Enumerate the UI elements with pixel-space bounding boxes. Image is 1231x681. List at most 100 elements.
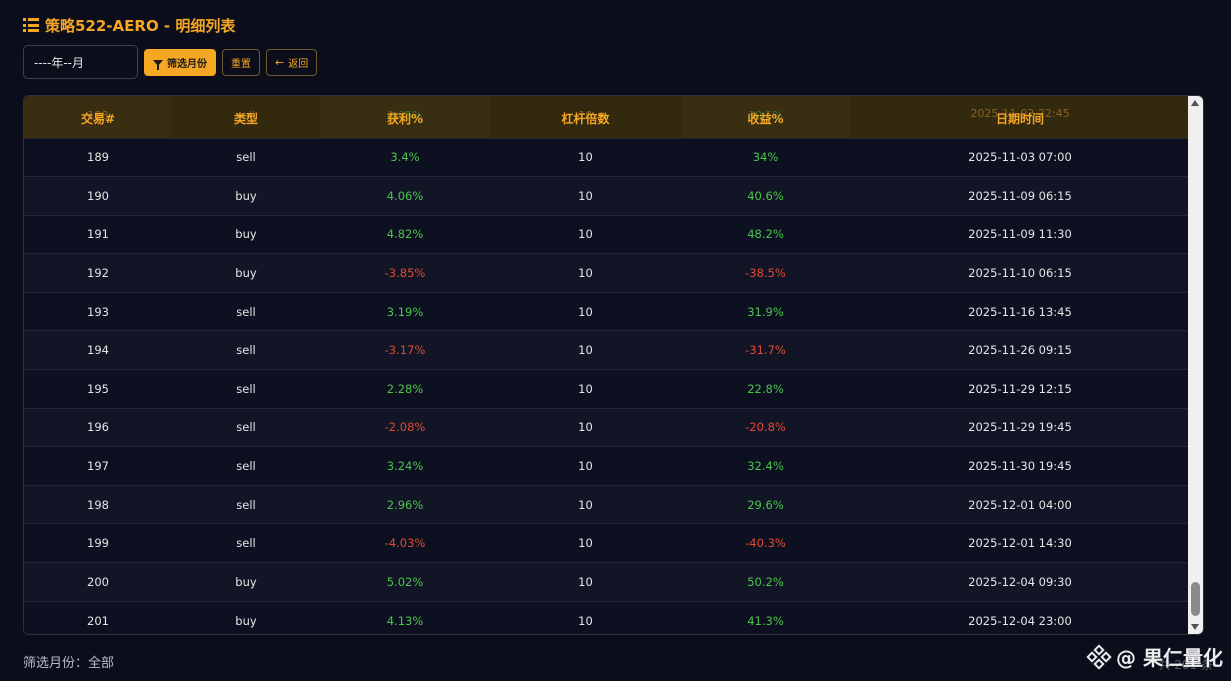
cell-type: sell <box>172 291 320 331</box>
cell-return: 48.2% <box>681 214 850 254</box>
reset-button[interactable]: 重置 <box>222 48 260 76</box>
cell-return: 29.6% <box>681 484 850 524</box>
funnel-icon <box>153 59 163 70</box>
ghost-cell-return: 30.5% <box>748 109 783 122</box>
cell-return: 22.8% <box>681 369 850 409</box>
table-row: 197 sell 3.24% 10 32.4% 2025-11-30 19:45 <box>24 446 1190 486</box>
table-row: 196 sell -2.08% 10 -20.8% 2025-11-29 19:45 <box>24 407 1190 447</box>
ghost-cell-type: sell <box>236 109 256 122</box>
page-title: 策略522-AERO - 明细列表 <box>23 14 235 36</box>
column-header-return: 30.5% 收益% <box>681 96 850 138</box>
cell-profit: 3.24% <box>320 446 490 486</box>
cell-leverage: 10 <box>490 562 681 602</box>
filter-month-button[interactable]: 筛选月份 <box>144 48 216 76</box>
cell-profit: 2.96% <box>320 484 490 524</box>
cell-profit: 4.82% <box>320 214 490 254</box>
cell-profit: 5.02% <box>320 562 490 602</box>
cell-profit: 2.28% <box>320 369 490 409</box>
cell-trade-id: 194 <box>24 330 172 370</box>
table-header-row: 188 交易# sell 类型 3.05% 获利% 10 杠杆倍数 <box>24 96 1190 138</box>
back-label: 返回 <box>288 58 309 70</box>
cell-datetime: 2025-11-10 06:15 <box>850 253 1190 293</box>
cell-trade-id: 195 <box>24 369 172 409</box>
cell-type: buy <box>172 562 320 602</box>
cell-profit: 4.13% <box>320 600 490 634</box>
cell-type: sell <box>172 446 320 486</box>
cell-return: 40.6% <box>681 176 850 216</box>
cell-type: sell <box>172 330 320 370</box>
footer-record-count: 共 201 条 <box>1158 658 1213 672</box>
scrollbar-thumb[interactable] <box>1191 582 1200 616</box>
cell-leverage: 10 <box>490 446 681 486</box>
toolbar: ----年--月 筛选月份 重置 ← 返回 <box>23 45 318 79</box>
trade-table: 188 交易# sell 类型 3.05% 获利% 10 杠杆倍数 <box>24 96 1190 634</box>
month-input[interactable]: ----年--月 <box>23 45 138 79</box>
column-header-datetime: 2025-11-02 22:45 日期时间 <box>850 96 1190 138</box>
cell-return: 50.2% <box>681 562 850 602</box>
cell-return: -20.8% <box>681 407 850 447</box>
cell-profit: 4.06% <box>320 176 490 216</box>
cell-return: -38.5% <box>681 253 850 293</box>
cell-type: sell <box>172 484 320 524</box>
cell-trade-id: 192 <box>24 253 172 293</box>
cell-datetime: 2025-11-09 11:30 <box>850 214 1190 254</box>
cell-leverage: 10 <box>490 330 681 370</box>
ghost-cell-datetime: 2025-11-02 22:45 <box>970 107 1070 120</box>
table-row: 195 sell 2.28% 10 22.8% 2025-11-29 12:15 <box>24 369 1190 409</box>
cell-leverage: 10 <box>490 253 681 293</box>
cell-type: buy <box>172 253 320 293</box>
cell-leverage: 10 <box>490 484 681 524</box>
cell-profit: 3.4% <box>320 137 490 177</box>
cell-type: buy <box>172 214 320 254</box>
cell-datetime: 2025-12-04 23:00 <box>850 600 1190 634</box>
cell-profit: -3.85% <box>320 253 490 293</box>
scroll-up-arrow-icon[interactable] <box>1191 100 1199 106</box>
cell-return: 34% <box>681 137 850 177</box>
back-button[interactable]: ← 返回 <box>266 48 318 76</box>
month-input-value: ----年--月 <box>34 55 84 70</box>
table-row: 191 buy 4.82% 10 48.2% 2025-11-09 11:30 <box>24 214 1190 254</box>
trade-table-container[interactable]: 188 交易# sell 类型 3.05% 获利% 10 杠杆倍数 <box>23 95 1204 635</box>
page-title-text: 策略522-AERO - 明细列表 <box>45 16 236 35</box>
cell-datetime: 2025-11-03 07:00 <box>850 137 1190 177</box>
cell-datetime: 2025-11-30 19:45 <box>850 446 1190 486</box>
cell-profit: 3.19% <box>320 291 490 331</box>
list-icon <box>23 18 39 32</box>
cell-datetime: 2025-12-01 14:30 <box>850 523 1190 563</box>
cell-profit: -2.08% <box>320 407 490 447</box>
cell-type: sell <box>172 407 320 447</box>
cell-leverage: 10 <box>490 176 681 216</box>
cell-leverage: 10 <box>490 291 681 331</box>
ghost-cell-leverage: 10 <box>578 109 593 122</box>
diamond-logo-icon <box>1086 643 1112 670</box>
cell-profit: -4.03% <box>320 523 490 563</box>
ghost-cell-id: 188 <box>87 109 109 122</box>
table-row: 201 buy 4.13% 10 41.3% 2025-12-04 23:00 <box>24 600 1190 634</box>
column-header-leverage: 10 杠杆倍数 <box>490 96 681 138</box>
cell-trade-id: 189 <box>24 137 172 177</box>
cell-return: 31.9% <box>681 291 850 331</box>
cell-return: 32.4% <box>681 446 850 486</box>
watermark: @ 果仁量化 <box>1086 642 1223 671</box>
cell-datetime: 2025-11-26 09:15 <box>850 330 1190 370</box>
table-body: 189 sell 3.4% 10 34% 2025-11-03 07:00 190 buy 4.… <box>24 137 1190 634</box>
reset-label: 重置 <box>231 58 251 70</box>
table-row: 200 buy 5.02% 10 50.2% 2025-12-04 09:30 <box>24 562 1190 602</box>
ghost-cell-profit: 3.05% <box>387 109 423 122</box>
cell-trade-id: 201 <box>24 600 172 634</box>
cell-trade-id: 199 <box>24 523 172 563</box>
cell-leverage: 10 <box>490 407 681 447</box>
cell-leverage: 10 <box>490 523 681 563</box>
cell-return: -40.3% <box>681 523 850 563</box>
table-row: 198 sell 2.96% 10 29.6% 2025-12-01 04:00 <box>24 484 1190 524</box>
table-row: 193 sell 3.19% 10 31.9% 2025-11-16 13:45 <box>24 291 1190 331</box>
vertical-scrollbar[interactable] <box>1188 96 1203 634</box>
scroll-down-arrow-icon[interactable] <box>1191 624 1199 630</box>
cell-trade-id: 196 <box>24 407 172 447</box>
cell-type: sell <box>172 369 320 409</box>
cell-trade-id: 200 <box>24 562 172 602</box>
cell-return: 41.3% <box>681 600 850 634</box>
cell-datetime: 2025-11-29 12:15 <box>850 369 1190 409</box>
table-row: 199 sell -4.03% 10 -40.3% 2025-12-01 14:30 <box>24 523 1190 563</box>
cell-profit: -3.17% <box>320 330 490 370</box>
